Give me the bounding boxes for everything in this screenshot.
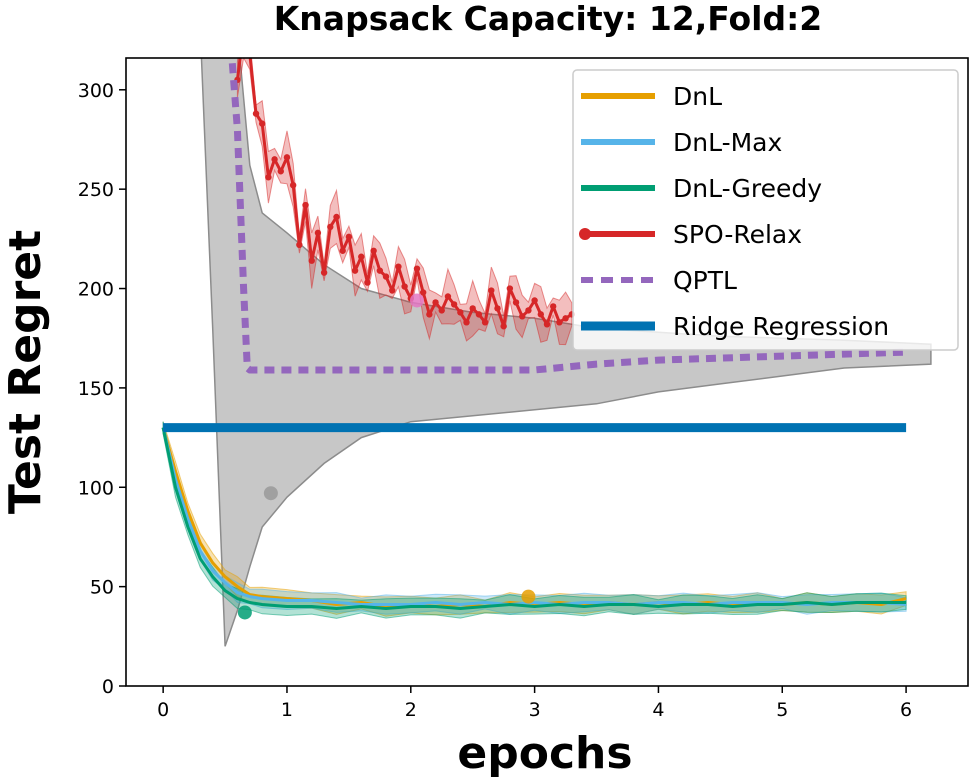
y-tick-label: 100 (78, 477, 114, 499)
spo-relax-point (333, 213, 340, 221)
spo-relax-point (345, 233, 353, 241)
spo-relax-point (438, 307, 445, 314)
legend-entry: QPTL (581, 266, 737, 295)
spo-relax-point (364, 279, 371, 286)
highlight-marker (237, 605, 252, 620)
y-tick-label: 0 (102, 676, 114, 698)
spo-relax-point (556, 319, 563, 326)
axes-frame (125, 57, 969, 687)
y-tick-label: 250 (78, 179, 114, 201)
x-tick-label: 2 (405, 699, 417, 721)
spo-relax-point (450, 301, 458, 308)
spo-relax-point (519, 313, 526, 320)
spo-relax-point (500, 323, 507, 330)
spo-relax-point (494, 305, 501, 312)
x-tick-label: 4 (652, 699, 664, 721)
spo-relax-point (488, 287, 495, 294)
spo-relax-point (562, 315, 569, 322)
spo-relax-point (549, 303, 557, 310)
chart-title: Knapsack Capacity: 12,Fold:2 (274, 0, 823, 38)
spo-relax-point (475, 311, 483, 318)
spo-relax-point (320, 269, 328, 276)
highlight-marker (409, 293, 424, 308)
spo-relax-point (395, 263, 402, 270)
spo-relax-point (401, 283, 408, 290)
spo-relax-point (389, 287, 396, 294)
spo-relax-point (432, 299, 439, 306)
spo-relax-point (376, 267, 384, 274)
dnl-greedy-line (161, 427, 907, 610)
spo-relax-point (351, 267, 359, 274)
axis-ticks: 0 1 2 3 4 5 6 0 50 100 150 200 250 300 (78, 80, 912, 721)
spo-relax-point (413, 265, 421, 272)
qptl-line (228, 58, 907, 374)
plot-area (161, 27, 932, 647)
spo-relax-point (543, 321, 551, 328)
spo-relax-point (271, 156, 278, 163)
spo-relax-point (339, 247, 346, 254)
spo-relax-point (277, 168, 284, 175)
spo-relax-point (327, 223, 334, 231)
legend-marker (579, 228, 591, 240)
legend-label: QPTL (673, 266, 737, 295)
spo-relax-point (469, 305, 476, 312)
legend-label: Ridge Regression (673, 312, 889, 341)
spo-relax-point (419, 289, 427, 296)
legend-label: DnL-Max (673, 128, 782, 157)
legend-box (572, 69, 959, 351)
spo-relax-point (531, 297, 538, 304)
legend-entry: SPO-Relax (579, 220, 802, 249)
spo-relax-point (463, 319, 470, 326)
spo-relax-point (426, 311, 433, 318)
legend-entry: DnL-Max (581, 128, 782, 157)
x-tick-label: 3 (529, 699, 541, 721)
spo-relax-point (444, 293, 452, 300)
spo-relax-point (512, 299, 520, 306)
legend-entry: Ridge Regression (581, 312, 889, 341)
y-tick-label: 150 (78, 378, 114, 400)
spo-relax-point (240, 27, 246, 33)
legend-entry: DnL (581, 82, 722, 111)
spo-relax-point (289, 181, 297, 189)
spo-relax-point (537, 311, 545, 318)
x-axis-label: epochs (457, 728, 632, 779)
spo-relax-point (247, 51, 253, 57)
spo-relax-point (283, 154, 291, 161)
x-tick-label: 1 (281, 699, 293, 721)
spo-relax-point (370, 247, 377, 254)
dnl-max-line (161, 427, 907, 606)
legend-entry: DnL-Greedy (581, 174, 822, 203)
spo-relax-point (457, 309, 464, 316)
legend-label: SPO-Relax (673, 220, 802, 249)
spo-relax-point (506, 285, 514, 292)
spo-relax-point (525, 307, 532, 314)
legend: DnL DnL-Max DnL-Greedy SPO-Relax QPTL Ridge R… (572, 69, 959, 351)
x-tick-label: 0 (157, 699, 169, 721)
y-axis-label: Test Regret (0, 230, 51, 514)
spo-relax-point (481, 319, 489, 326)
spo-relax-point (252, 110, 260, 117)
legend-label: DnL-Greedy (673, 174, 822, 203)
spo-relax-point (382, 273, 390, 280)
x-tick-label: 5 (776, 699, 788, 721)
dnl-max-band (162, 421, 907, 615)
y-tick-label: 200 (78, 279, 114, 301)
spo-relax-point (296, 241, 303, 249)
spo-relax-point (265, 174, 272, 181)
y-tick-label: 50 (90, 577, 114, 599)
highlight-marker (263, 486, 278, 501)
highlight-marker (521, 589, 536, 604)
x-tick-label: 6 (900, 699, 912, 721)
legend-label: DnL (673, 82, 722, 111)
y-tick-label: 300 (78, 80, 114, 102)
spo-relax-point (314, 229, 322, 237)
spo-relax-point (358, 253, 365, 260)
spo-relax-point (308, 257, 315, 264)
qptl-band (200, 58, 932, 647)
spo-relax-point (302, 201, 309, 209)
spo-relax-point (259, 120, 266, 127)
